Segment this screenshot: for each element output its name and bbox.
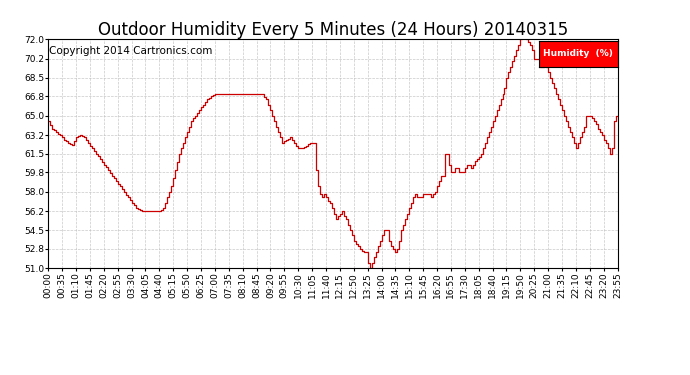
Title: Outdoor Humidity Every 5 Minutes (24 Hours) 20140315: Outdoor Humidity Every 5 Minutes (24 Hou… xyxy=(98,21,568,39)
Text: Copyright 2014 Cartronics.com: Copyright 2014 Cartronics.com xyxy=(50,46,213,56)
